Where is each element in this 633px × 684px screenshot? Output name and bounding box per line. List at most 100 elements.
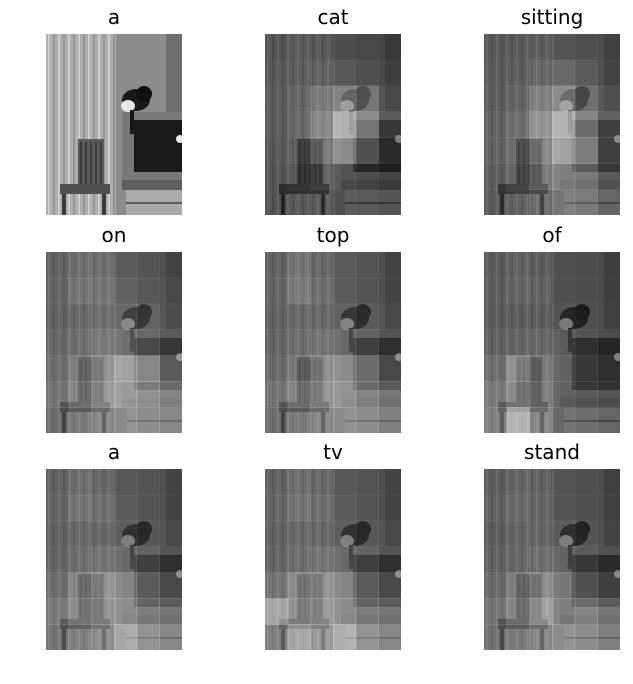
attention-grid — [265, 469, 401, 650]
attention-cell — [136, 381, 160, 408]
attention-cell — [597, 137, 620, 164]
attention-cell — [265, 598, 289, 625]
attention-cell — [310, 355, 334, 382]
attention-cell — [333, 598, 357, 625]
attention-cell — [136, 469, 160, 496]
attention-cell — [310, 407, 334, 433]
attention-cell — [136, 303, 160, 331]
attention-cell — [287, 163, 311, 190]
attention-cell — [114, 520, 138, 548]
attention-overlay-image — [265, 252, 401, 433]
attention-cell — [529, 137, 553, 164]
attention-cell — [355, 137, 379, 164]
attention-cell — [310, 34, 334, 61]
attention-cell — [574, 59, 598, 87]
attention-cell — [114, 469, 138, 496]
attention-cell — [597, 252, 620, 279]
attention-cell — [333, 303, 357, 331]
attention-cell — [355, 189, 379, 215]
attention-cell — [574, 277, 598, 305]
attention-cell — [136, 252, 160, 279]
attention-cell — [310, 546, 334, 573]
attention-cell — [265, 329, 289, 356]
attention-cell — [159, 329, 182, 356]
attention-cell — [114, 624, 138, 650]
attention-cell — [597, 85, 620, 113]
attention-cell — [287, 407, 311, 433]
attention-cell — [310, 85, 334, 113]
attention-cell — [265, 381, 289, 408]
attention-cell — [484, 546, 508, 573]
attention-cell — [91, 355, 115, 382]
attention-cell — [574, 303, 598, 331]
attention-cell — [287, 252, 311, 279]
attention-cell — [159, 624, 182, 650]
attention-cell — [529, 163, 553, 190]
attention-cell — [68, 355, 92, 382]
attention-cell — [506, 329, 530, 356]
attention-cell — [114, 329, 138, 356]
attention-cell — [159, 520, 182, 548]
attention-cell — [506, 189, 530, 215]
attention-cell — [574, 520, 598, 548]
attention-cell — [265, 59, 289, 87]
attention-cell — [333, 355, 357, 382]
attention-cell — [136, 598, 160, 625]
attention-cell — [310, 59, 334, 87]
attention-cell — [484, 252, 508, 279]
attention-cell — [114, 303, 138, 331]
attention-cell — [265, 163, 289, 190]
attention-cell — [159, 277, 182, 305]
attention-cell — [114, 572, 138, 599]
attention-cell — [333, 189, 357, 215]
attention-cell — [529, 252, 553, 279]
attention-cell — [265, 303, 289, 331]
attention-cell — [529, 111, 553, 138]
attention-cell — [310, 598, 334, 625]
attention-cell — [136, 329, 160, 356]
attention-cell — [552, 381, 576, 408]
attention-cell — [68, 520, 92, 548]
attention-cell — [355, 252, 379, 279]
attention-cell — [333, 111, 357, 138]
attention-cell — [574, 624, 598, 650]
attention-cell — [68, 546, 92, 573]
attention-cell — [484, 598, 508, 625]
attention-cell — [355, 546, 379, 573]
attention-cell — [68, 494, 92, 522]
attention-overlay-image — [265, 469, 401, 650]
attention-cell — [597, 494, 620, 522]
attention-cell — [484, 520, 508, 548]
attention-cell — [484, 303, 508, 331]
attention-cell — [287, 355, 311, 382]
attention-cell — [287, 469, 311, 496]
attention-cell — [552, 355, 576, 382]
attention-cell — [378, 85, 401, 113]
attention-cell — [484, 624, 508, 650]
attention-cell — [159, 469, 182, 496]
attention-cell — [91, 520, 115, 548]
attention-grid — [265, 34, 401, 215]
attention-cell — [506, 407, 530, 433]
attention-cell — [574, 85, 598, 113]
attention-cell — [310, 572, 334, 599]
attention-cell — [265, 111, 289, 138]
attention-cell — [355, 407, 379, 433]
attention-cell — [378, 303, 401, 331]
attention-overlay-image — [484, 252, 620, 433]
attention-cell — [355, 572, 379, 599]
attention-cell — [597, 189, 620, 215]
attention-cell — [310, 189, 334, 215]
attention-cell — [46, 303, 70, 331]
attention-cell — [574, 598, 598, 625]
attention-cell — [506, 381, 530, 408]
attention-cell — [484, 137, 508, 164]
attention-cell — [68, 572, 92, 599]
attention-cell — [574, 469, 598, 496]
attention-cell — [333, 252, 357, 279]
attention-cell — [355, 598, 379, 625]
attention-cell — [506, 598, 530, 625]
attention-cell — [597, 59, 620, 87]
attention-cell — [68, 329, 92, 356]
attention-cell — [333, 34, 357, 61]
